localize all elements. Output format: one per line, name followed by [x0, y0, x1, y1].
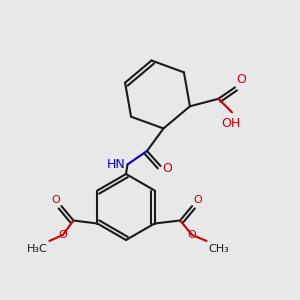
Text: O: O [194, 195, 202, 205]
Text: O: O [188, 230, 197, 240]
Text: H₃C: H₃C [27, 244, 48, 254]
Text: OH: OH [221, 117, 240, 130]
Text: CH₃: CH₃ [208, 244, 229, 254]
Text: O: O [51, 195, 60, 205]
Text: O: O [58, 230, 67, 240]
Text: O: O [236, 73, 246, 86]
Text: HN: HN [106, 158, 125, 171]
Text: O: O [162, 162, 172, 175]
